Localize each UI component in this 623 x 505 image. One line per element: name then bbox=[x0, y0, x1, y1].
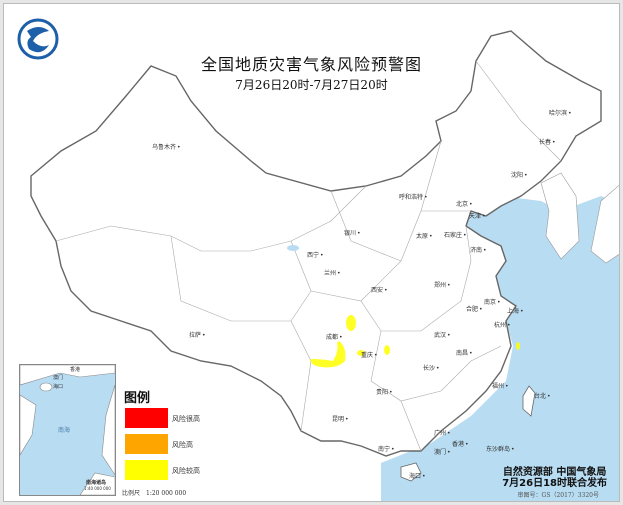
city-label: 兰州 bbox=[324, 268, 341, 277]
legend-title: 图例 bbox=[124, 391, 151, 406]
city-label: 长春 bbox=[539, 137, 556, 146]
city-label: 哈尔滨 bbox=[549, 108, 572, 117]
city-label: 西宁 bbox=[307, 250, 324, 259]
city-label: 北京 bbox=[456, 199, 473, 208]
logo bbox=[17, 18, 59, 60]
city-label: 重庆 bbox=[361, 350, 378, 359]
city-label: 香港 bbox=[452, 439, 469, 448]
city-label: 长沙 bbox=[423, 363, 440, 372]
city-label: 广州 bbox=[434, 428, 451, 437]
province-borders bbox=[55, 60, 562, 452]
city-label: 福州 bbox=[492, 381, 509, 390]
approval-number: 审图号：GS（2017）3320号 bbox=[517, 492, 599, 499]
sea bbox=[381, 196, 619, 501]
korea-peninsula bbox=[540, 172, 580, 260]
inset-label: 南海诸岛 bbox=[86, 480, 107, 486]
city-label: 南京 bbox=[484, 297, 501, 306]
city-label: 西安 bbox=[371, 285, 388, 294]
city-label: 东沙群岛 bbox=[486, 444, 515, 453]
city-label: 成都 bbox=[326, 332, 343, 341]
legend-label: 风险高 bbox=[172, 441, 193, 449]
city-label: 天津 bbox=[469, 211, 486, 220]
city-label: 澳门 bbox=[434, 447, 451, 456]
city-label: 济南 bbox=[470, 245, 487, 254]
publisher-line1: 自然资源部 中国气象局 bbox=[502, 467, 607, 478]
city-label: 银川 bbox=[344, 228, 361, 237]
inset-label: 海口 bbox=[53, 384, 64, 390]
qinghai-lake bbox=[287, 245, 299, 251]
map-frame: 全国地质灾害气象风险预警图 7月26日20时-7月27日20时 乌鲁木齐 呼和浩… bbox=[3, 3, 620, 502]
inset-label: 香港 bbox=[70, 367, 81, 373]
city-label: 杭州 bbox=[494, 320, 511, 329]
city-label: 台北 bbox=[534, 391, 551, 400]
publisher: 自然资源部 中国气象局 7月26日18时联合发布 bbox=[502, 467, 607, 489]
inset-map bbox=[20, 365, 115, 495]
south-china-sea-inset: 香港 澳门 海口 南海 南海诸岛 1:40 000 000 bbox=[19, 364, 116, 496]
city-label: 沈阳 bbox=[511, 170, 528, 179]
city-label: 乌鲁木齐 bbox=[152, 142, 181, 151]
japan bbox=[590, 184, 619, 264]
city-label: 昆明 bbox=[332, 414, 349, 423]
city-label: 合肥 bbox=[466, 304, 483, 313]
city-label: 呼和浩特 bbox=[399, 192, 428, 201]
warning-area bbox=[346, 315, 356, 331]
city-label: 贵阳 bbox=[376, 387, 393, 396]
inset-label: 澳门 bbox=[53, 375, 64, 381]
warning-area bbox=[516, 342, 520, 350]
legend-swatch-very-high bbox=[125, 408, 168, 428]
legend-swatch-relatively-high bbox=[125, 460, 168, 480]
inset-scale: 1:40 000 000 bbox=[84, 486, 111, 491]
city-label: 上海 bbox=[507, 306, 524, 315]
warning-area bbox=[310, 341, 346, 368]
map-subtitle: 7月26日20时-7月27日20时 bbox=[235, 78, 388, 92]
city-label: 南昌 bbox=[456, 348, 473, 357]
legend-swatch-high bbox=[125, 434, 168, 454]
warning-area bbox=[384, 345, 390, 355]
map-title: 全国地质灾害气象风险预警图 bbox=[200, 55, 422, 74]
legend-label: 风险较高 bbox=[172, 467, 200, 475]
publisher-line2: 7月26日18时联合发布 bbox=[502, 478, 607, 489]
inset-label: 南海 bbox=[58, 427, 71, 434]
city-label: 海口 bbox=[409, 471, 426, 480]
city-label: 武汉 bbox=[434, 330, 451, 339]
city-label: 郑州 bbox=[434, 280, 451, 289]
city-label: 拉萨 bbox=[189, 330, 206, 339]
legend-label: 风险很高 bbox=[172, 415, 200, 423]
city-label: 太原 bbox=[416, 231, 433, 240]
scale-text: 比例尺 1:20 000 000 bbox=[122, 490, 187, 497]
city-label: 石家庄 bbox=[444, 230, 467, 239]
city-label: 南宁 bbox=[378, 444, 395, 453]
